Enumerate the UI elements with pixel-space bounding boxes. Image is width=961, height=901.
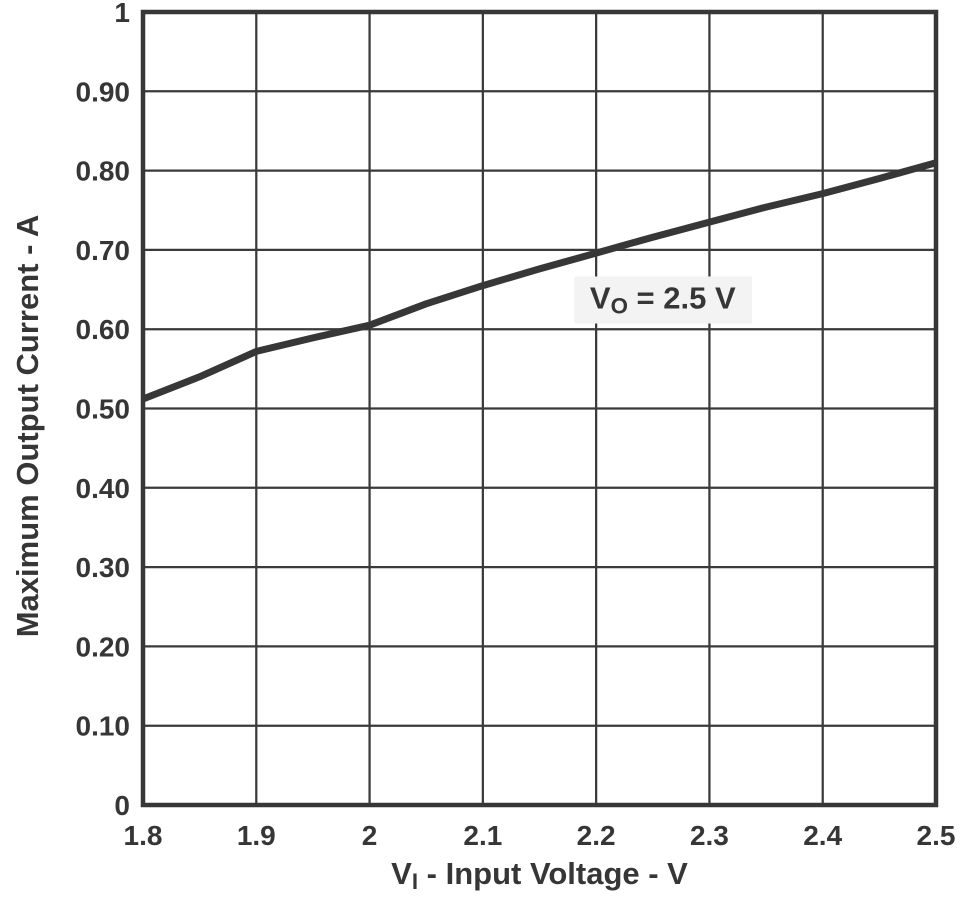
y-tick-labels: 0 0.10 0.20 0.30 0.40 0.50 0.60 0.70 0.80 0.90 1 [76,0,131,821]
x-tick-label: 1.9 [237,820,276,851]
x-tick-label: 2.1 [463,820,502,851]
x-axis-title: VI - Input Voltage - V [143,856,936,894]
y-tick-label: 1 [114,0,130,28]
y-tick-label: 0.80 [76,156,131,187]
annotation-subscript: O [610,293,628,319]
y-tick-label: 0.40 [76,473,131,504]
x-tick-label: 2 [362,820,378,851]
y-axis-title: Maximum Output Current - A [10,214,45,638]
gridlines [143,12,936,805]
x-axis-title-rest: - Input Voltage - V [418,856,688,891]
x-tick-label: 1.8 [124,820,163,851]
annotation-rest: = 2.5 V [627,280,736,316]
y-tick-label: 0.50 [76,394,131,425]
x-axis-title-symbol: V [391,856,412,891]
y-tick-label: 0.10 [76,711,131,742]
x-tick-label: 2.3 [690,820,729,851]
y-tick-label: 0.20 [76,631,131,662]
y-tick-label: 0.30 [76,552,131,583]
x-tick-label: 2.2 [577,820,616,851]
y-tick-label: 0 [114,790,130,821]
x-axis-title-subscript: I [411,868,419,894]
y-tick-label: 0.70 [76,235,131,266]
x-tick-labels: 1.8 1.9 2 2.1 2.2 2.3 2.4 2.5 [124,820,956,851]
y-tick-label: 0.60 [76,314,131,345]
series-annotation: VO = 2.5 V [573,276,752,324]
series-curve [141,159,937,403]
annotation-symbol: V [589,280,611,316]
x-tick-label: 2.4 [803,820,842,851]
plot-frame [140,9,939,808]
y-tick-label: 0.90 [76,76,131,107]
x-tick-label: 2.5 [917,820,956,851]
